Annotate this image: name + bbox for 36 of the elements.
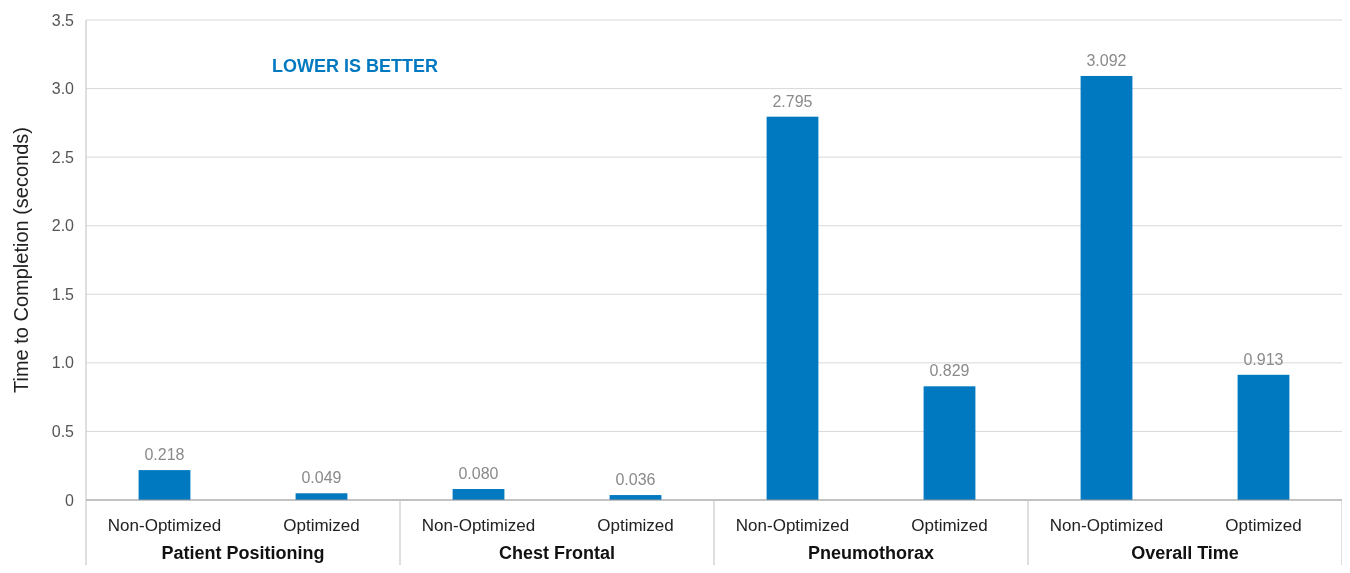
data-label: 0.049	[301, 469, 342, 487]
y-tick-label: 1.5	[51, 285, 75, 303]
y-tick-label: 2.5	[51, 148, 75, 166]
bar	[766, 116, 819, 500]
data-label: 0.829	[929, 362, 970, 380]
bar	[1237, 374, 1290, 500]
bar	[923, 386, 976, 500]
bar	[1080, 75, 1133, 500]
bar	[138, 470, 191, 500]
y-tick-label: 0	[65, 491, 75, 509]
text: Overall Time	[1131, 543, 1239, 563]
data-label: 0.036	[615, 471, 656, 489]
text: Pneumothorax	[807, 543, 935, 563]
x-tick-label: Optimized	[597, 516, 674, 535]
x-tick-label: Non-Optimized	[107, 516, 222, 535]
x-tick-label: Non-Optimized	[1049, 516, 1164, 535]
data-label: 3.092	[1086, 51, 1127, 69]
bar	[452, 489, 505, 500]
text: Chest Frontal	[498, 543, 616, 563]
x-tick-label: Optimized	[911, 516, 988, 535]
annotation: LOWER IS BETTER	[272, 56, 438, 76]
x-tick-label: Non-Optimized	[735, 516, 850, 535]
data-label: 0.218	[144, 446, 185, 464]
x-tick-label: Optimized	[283, 516, 360, 535]
data-label: 0.080	[458, 465, 499, 483]
text: Patient Positioning	[161, 543, 325, 563]
y-tick-label: 0.5	[51, 423, 75, 441]
y-tick-label: 3.5	[51, 11, 75, 29]
data-label: 2.795	[772, 92, 813, 110]
y-tick-label: 1.0	[51, 354, 75, 372]
x-tick-label: Optimized	[1225, 516, 1302, 535]
x-tick-label: Non-Optimized	[421, 516, 536, 535]
y-tick-label: 2.0	[51, 217, 75, 235]
data-label: 0.913	[1243, 350, 1284, 368]
y-tick-label: 3.0	[51, 80, 75, 98]
y-axis-title: Time to Completion (seconds)	[10, 126, 32, 394]
